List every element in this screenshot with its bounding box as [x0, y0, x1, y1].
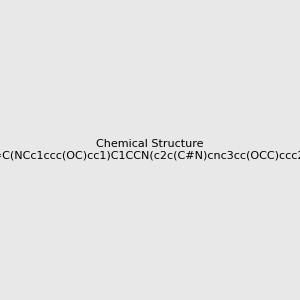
Text: Chemical Structure
O=C(NCc1ccc(OC)cc1)C1CCN(c2c(C#N)cnc3cc(OCC)ccc23): Chemical Structure O=C(NCc1ccc(OC)cc1)C1… — [0, 139, 300, 161]
